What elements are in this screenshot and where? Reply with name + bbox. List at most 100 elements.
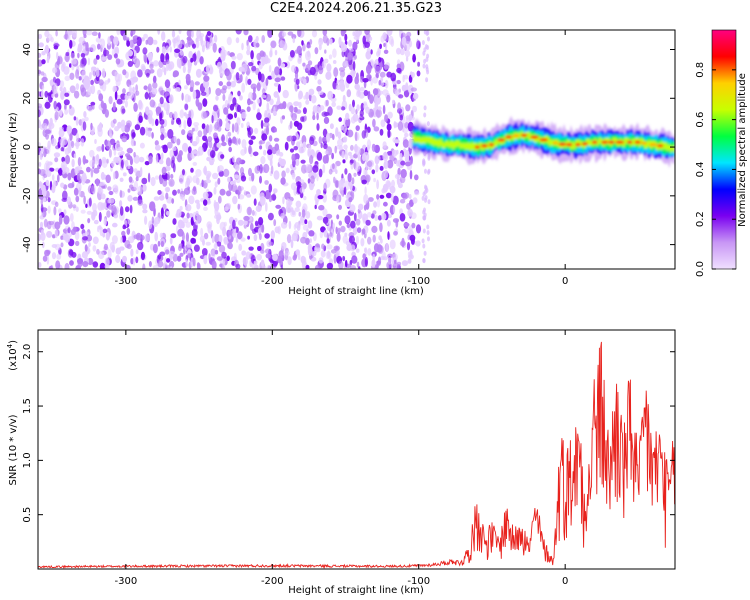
heatmap-cell bbox=[161, 144, 168, 149]
heatmap-cell bbox=[98, 211, 102, 222]
heatmap-cell bbox=[54, 201, 59, 208]
heatmap-cell bbox=[311, 95, 317, 104]
heatmap-cell bbox=[295, 158, 300, 167]
heatmap-cell bbox=[58, 208, 62, 214]
heatmap-cell bbox=[232, 195, 238, 205]
heatmap-cell bbox=[309, 154, 314, 165]
heatmap-cell bbox=[297, 54, 302, 63]
heatmap-cell bbox=[292, 254, 297, 261]
heatmap-cell bbox=[202, 111, 209, 119]
heatmap-cell bbox=[105, 231, 110, 241]
heatmap-cell bbox=[192, 53, 197, 62]
heatmap-cell bbox=[92, 202, 97, 212]
heatmap-cell bbox=[64, 108, 69, 115]
heatmap-cell bbox=[369, 36, 373, 41]
heatmap-cell bbox=[421, 238, 425, 244]
heatmap-cell bbox=[191, 30, 194, 38]
heatmap-cell bbox=[335, 226, 338, 234]
heatmap-cell bbox=[225, 122, 231, 130]
heatmap-cell bbox=[350, 144, 354, 151]
heatmap-cell bbox=[213, 202, 218, 209]
heatmap-cell bbox=[51, 174, 55, 181]
heatmap-cell bbox=[92, 69, 96, 77]
heatmap-cell bbox=[107, 36, 111, 46]
heatmap-cell bbox=[69, 39, 73, 49]
heatmap-cell bbox=[232, 97, 237, 106]
heatmap-cell bbox=[321, 60, 326, 69]
heatmap-cell bbox=[145, 39, 149, 45]
heatmap-cell bbox=[56, 253, 62, 260]
heatmap-cell bbox=[124, 159, 129, 168]
heatmap-cell bbox=[90, 122, 93, 131]
heatmap-cell bbox=[387, 257, 392, 265]
heatmap-cell bbox=[378, 56, 382, 63]
chart-title: C2E4.2024.206.21.35.G23 bbox=[269, 1, 443, 16]
heatmap-cell bbox=[103, 243, 108, 251]
heatmap-cell bbox=[252, 228, 257, 234]
heatmap-peak bbox=[608, 140, 615, 144]
heatmap-cell bbox=[171, 155, 175, 164]
heatmap-cell bbox=[44, 101, 51, 109]
heatmap-cell bbox=[132, 196, 139, 201]
heatmap-peak bbox=[520, 133, 528, 137]
heatmap-cell bbox=[144, 54, 148, 64]
heatmap-cell bbox=[427, 236, 430, 242]
heatmap-cell bbox=[280, 76, 286, 81]
heatmap-cell bbox=[394, 259, 397, 264]
heatmap-cell bbox=[124, 240, 131, 249]
heatmap-cell bbox=[170, 173, 174, 179]
heatmap-cell bbox=[86, 210, 93, 215]
heatmap-cell bbox=[69, 104, 72, 109]
snr-y-ticks: 0.5 1.0 1.5 2.0 bbox=[22, 344, 675, 523]
heatmap-cell bbox=[97, 43, 101, 50]
heatmap-cell bbox=[263, 122, 270, 128]
heatmap-cell bbox=[248, 35, 253, 43]
heatmap-cell bbox=[338, 117, 343, 122]
heatmap-cell bbox=[100, 100, 105, 109]
heatmap-cell bbox=[423, 105, 427, 111]
heatmap-cell bbox=[336, 232, 341, 242]
heatmap-cell bbox=[227, 242, 233, 250]
heatmap-cell bbox=[291, 172, 296, 178]
heatmap-cell bbox=[277, 225, 281, 235]
heatmap-cell bbox=[318, 168, 323, 178]
heatmap-cell bbox=[343, 144, 348, 150]
heatmap-cell bbox=[409, 249, 413, 259]
heatmap-cell bbox=[60, 147, 64, 152]
colorbar-frame bbox=[711, 29, 737, 270]
heatmap-cell bbox=[185, 204, 192, 212]
heatmap-cell bbox=[95, 178, 100, 187]
heatmap-cell bbox=[127, 188, 131, 193]
heatmap-cell bbox=[370, 77, 373, 86]
heatmap-cell bbox=[90, 84, 96, 95]
heatmap-cell bbox=[146, 72, 150, 78]
heatmap-cell bbox=[371, 225, 378, 233]
heatmap-cell bbox=[99, 181, 106, 187]
heatmap-cell bbox=[220, 154, 225, 159]
heatmap-cell bbox=[250, 50, 254, 60]
heatmap-cell bbox=[348, 235, 355, 244]
heatmap-cell bbox=[255, 42, 260, 48]
heatmap-cell bbox=[38, 109, 41, 118]
heatmap-cell bbox=[414, 191, 420, 196]
heatmap-cell bbox=[340, 75, 344, 82]
heatmap-cell bbox=[348, 197, 353, 203]
heatmap-cell bbox=[295, 249, 301, 256]
heatmap-cell bbox=[302, 62, 306, 67]
heatmap-cell bbox=[160, 213, 164, 219]
heatmap-cell bbox=[200, 40, 207, 48]
heatmap-cell bbox=[54, 243, 61, 251]
heatmap-cell bbox=[147, 114, 153, 123]
heatmap-cell bbox=[246, 206, 252, 216]
heatmap-cell bbox=[186, 243, 192, 248]
heatmap-cell bbox=[48, 220, 55, 226]
heatmap-cell bbox=[185, 73, 191, 82]
heatmap-cell bbox=[62, 190, 68, 201]
heatmap-cell bbox=[169, 260, 175, 269]
heatmap-cell bbox=[120, 236, 123, 244]
heatmap-cell bbox=[334, 145, 338, 154]
heatmap-cell bbox=[69, 260, 74, 266]
heatmap-cell bbox=[253, 198, 257, 206]
heatmap-cell bbox=[46, 250, 51, 255]
heatmap-cell bbox=[133, 168, 138, 173]
